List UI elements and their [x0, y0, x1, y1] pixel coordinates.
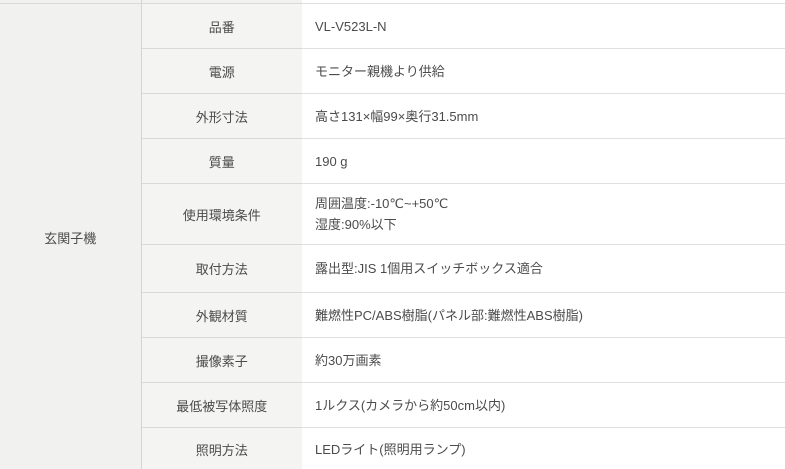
spec-value-cell: VL-V523L-N: [302, 3, 785, 49]
spec-row: 照明方法 LEDライト(照明用ランプ): [0, 427, 785, 469]
section-label-entrance-door-station: 玄関子機: [0, 3, 142, 469]
cropped-section-sliver: [0, 0, 142, 4]
spec-label-cell: 外形寸法: [141, 93, 302, 139]
spec-label-cell: 外観材質: [141, 292, 302, 338]
spec-label-cell: 最低被写体照度: [141, 382, 302, 428]
cropped-value-sliver: [302, 0, 785, 4]
spec-label-cell: 照明方法: [141, 427, 302, 469]
spec-row: 撮像素子 約30万画素: [0, 337, 785, 383]
spec-value-cell: 190 g: [302, 138, 785, 184]
spec-value-cell: 高さ131×幅99×奥行31.5mm: [302, 93, 785, 139]
spec-label-cell: 電源: [141, 48, 302, 94]
spec-value-cell: 周囲温度:-10℃~+50℃ 湿度:90%以下: [302, 183, 785, 245]
spec-label-cell: 品番: [141, 3, 302, 49]
spec-row: 玄関子機 品番 VL-V523L-N: [0, 3, 785, 469]
spec-row: 取付方法 露出型:JIS 1個用スイッチボックス適合: [0, 244, 785, 293]
spec-value-cell: 難燃性PC/ABS樹脂(パネル部:難燃性ABS樹脂): [302, 292, 785, 338]
spec-row: 最低被写体照度 1ルクス(カメラから約50cm以内): [0, 382, 785, 428]
spec-value-cell: LEDライト(照明用ランプ): [302, 427, 785, 469]
spec-value-cell: 約30万画素: [302, 337, 785, 383]
spec-value-cell: モニター親機より供給: [302, 48, 785, 94]
spec-label-cell: 使用環境条件: [141, 183, 302, 245]
cropped-label-sliver: [141, 0, 302, 4]
spec-label-cell: 質量: [141, 138, 302, 184]
spec-label-cell: 取付方法: [141, 244, 302, 293]
spec-value-cell: 1ルクス(カメラから約50cm以内): [302, 382, 785, 428]
spec-row: 質量 190 g: [0, 138, 785, 184]
cropped-previous-row: [0, 0, 785, 4]
spec-value-cell: 露出型:JIS 1個用スイッチボックス適合: [302, 244, 785, 293]
spec-label-cell: 撮像素子: [141, 337, 302, 383]
spec-row: 外観材質 難燃性PC/ABS樹脂(パネル部:難燃性ABS樹脂): [0, 292, 785, 338]
spec-row: 電源 モニター親機より供給: [0, 48, 785, 94]
spec-row: 使用環境条件 周囲温度:-10℃~+50℃ 湿度:90%以下: [0, 183, 785, 245]
spec-row: 外形寸法 高さ131×幅99×奥行31.5mm: [0, 93, 785, 139]
